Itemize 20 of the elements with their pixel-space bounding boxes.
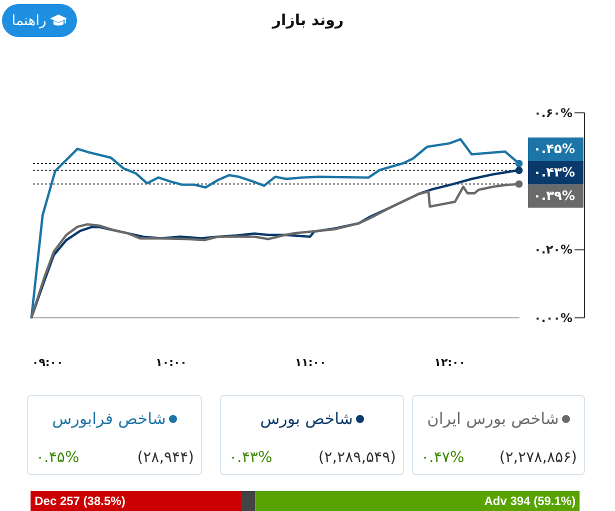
data-label: ۰.۴۳% xyxy=(533,166,575,181)
x-tick-label: ۱۱:۰۰ xyxy=(294,356,326,369)
legend-label: شاخص بورس ایران xyxy=(427,409,559,428)
guide-button: راهنما xyxy=(2,4,77,37)
info-card: شاخص بورس (۲,۲۸۹,۵۴۹) ۰.۴۳% xyxy=(220,395,404,475)
x-tick-label: ۰۹:۰۰ xyxy=(32,356,64,369)
info-card: شاخص فرابورس (۲۸,۹۴۴) ۰.۴۵% xyxy=(27,395,202,475)
y-tick-label: ۰.۲۰% xyxy=(534,242,572,256)
chart-title: روند بازار xyxy=(272,11,344,29)
y-tick-label: ۰.۶۰% xyxy=(534,106,572,120)
data-label: Adv 394 (59.1%) xyxy=(484,494,576,508)
legend-label: شاخص فرابورس xyxy=(52,409,166,428)
data-label: ۰.۳۹% xyxy=(533,189,575,204)
x-tick-label: ۱۲:۰۰ xyxy=(434,356,466,369)
x-tick-label: ۱۰:۰۰ xyxy=(156,356,187,369)
data-label: ۰.۴۵% xyxy=(533,142,575,158)
info-card: شاخص بورس ایران (۲,۲۷۸,۸۵۶) ۰.۴۷% xyxy=(412,395,585,475)
y-tick-label: ۰.۰۰% xyxy=(534,310,572,325)
data-label: Dec 257 (38.5%) xyxy=(34,494,126,508)
legend-label: شاخص بورس xyxy=(260,409,353,428)
